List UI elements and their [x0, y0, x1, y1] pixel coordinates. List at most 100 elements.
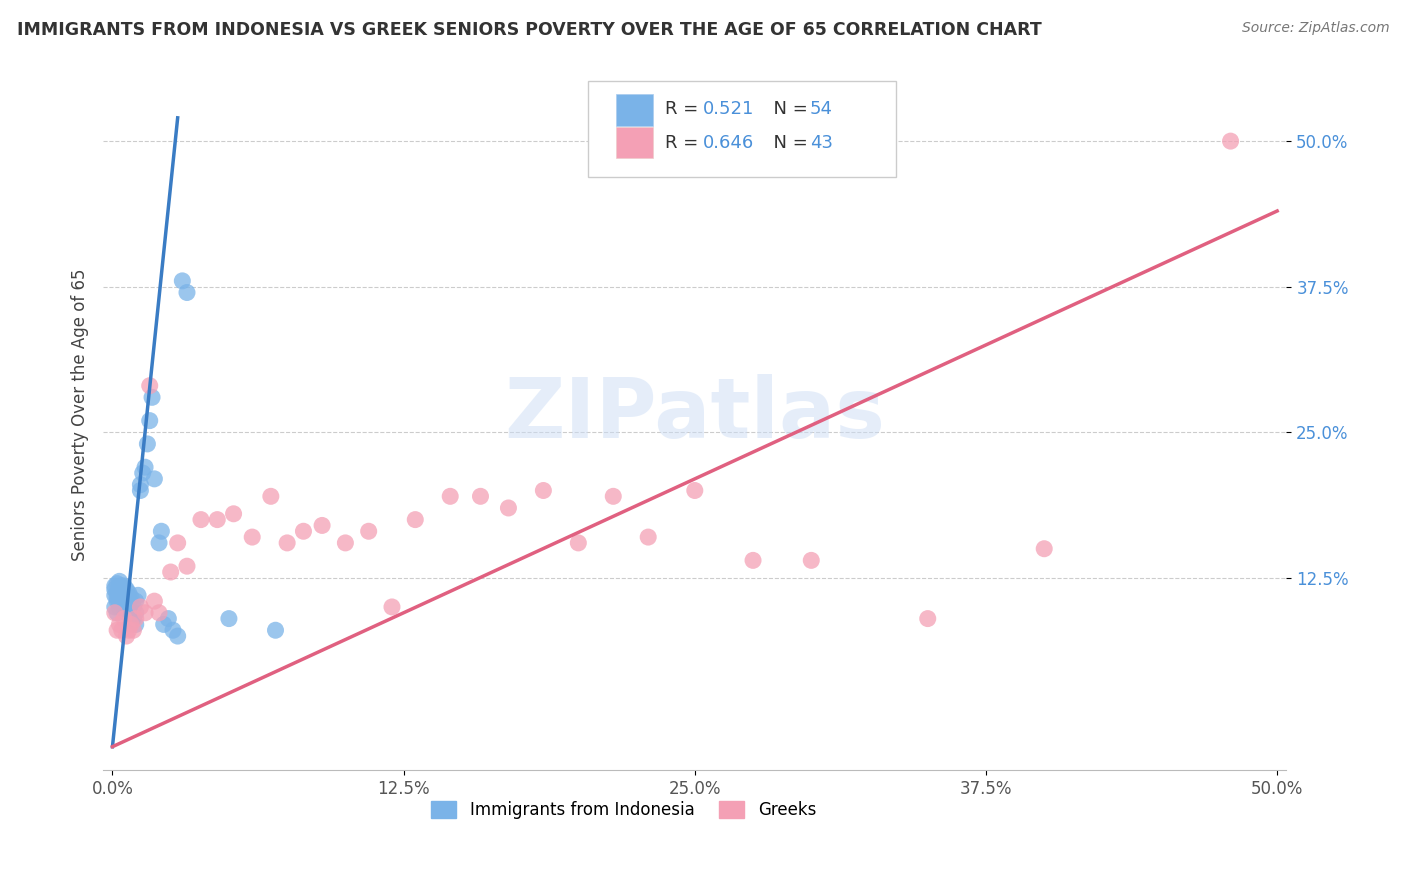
- Point: [800, 553, 823, 567]
- Point: [357, 524, 380, 539]
- Point: [138, 414, 160, 428]
- Point: [742, 553, 765, 567]
- Point: [118, 599, 141, 614]
- Point: [176, 285, 198, 300]
- Legend: Immigrants from Indonesia, Greeks: Immigrants from Indonesia, Greeks: [425, 794, 823, 826]
- Point: [105, 594, 128, 608]
- Point: [166, 629, 188, 643]
- Text: 0.646: 0.646: [703, 134, 755, 152]
- Point: [335, 536, 357, 550]
- Point: [108, 599, 131, 614]
- Point: [134, 460, 156, 475]
- Point: [111, 582, 134, 597]
- Text: R =: R =: [665, 134, 704, 152]
- Point: [122, 599, 145, 614]
- Point: [276, 536, 298, 550]
- Point: [132, 466, 155, 480]
- Point: [637, 530, 659, 544]
- Point: [115, 606, 138, 620]
- Point: [218, 611, 240, 625]
- Point: [125, 606, 148, 620]
- Point: [120, 591, 142, 605]
- FancyBboxPatch shape: [588, 81, 896, 177]
- FancyBboxPatch shape: [616, 127, 654, 159]
- Point: [148, 536, 170, 550]
- Point: [141, 390, 163, 404]
- Point: [311, 518, 333, 533]
- Text: 43: 43: [810, 134, 832, 152]
- Point: [112, 591, 135, 605]
- Point: [439, 489, 461, 503]
- Y-axis label: Seniors Poverty Over the Age of 65: Seniors Poverty Over the Age of 65: [72, 268, 89, 561]
- Point: [498, 500, 520, 515]
- Point: [207, 513, 229, 527]
- Point: [138, 378, 160, 392]
- Point: [129, 477, 152, 491]
- Point: [105, 576, 128, 591]
- Point: [108, 591, 131, 605]
- Point: [162, 624, 184, 638]
- Point: [381, 599, 404, 614]
- Point: [166, 536, 188, 550]
- Point: [134, 606, 156, 620]
- Point: [125, 617, 148, 632]
- Text: Source: ZipAtlas.com: Source: ZipAtlas.com: [1241, 21, 1389, 35]
- Point: [292, 524, 315, 539]
- Point: [136, 437, 159, 451]
- Point: [143, 594, 166, 608]
- Point: [111, 624, 134, 638]
- Point: [115, 629, 138, 643]
- Point: [108, 586, 131, 600]
- Point: [104, 606, 127, 620]
- Text: 54: 54: [810, 100, 832, 118]
- Text: R =: R =: [665, 100, 704, 118]
- Point: [122, 611, 145, 625]
- Point: [112, 599, 135, 614]
- Point: [152, 617, 174, 632]
- Point: [683, 483, 706, 498]
- Point: [260, 489, 283, 503]
- Point: [112, 579, 135, 593]
- Point: [112, 611, 135, 625]
- Point: [129, 599, 152, 614]
- Point: [150, 524, 173, 539]
- Point: [148, 606, 170, 620]
- Point: [118, 586, 141, 600]
- Point: [1033, 541, 1056, 556]
- Point: [470, 489, 492, 503]
- Point: [104, 582, 127, 597]
- Point: [104, 599, 127, 614]
- Text: IMMIGRANTS FROM INDONESIA VS GREEK SENIORS POVERTY OVER THE AGE OF 65 CORRELATIO: IMMIGRANTS FROM INDONESIA VS GREEK SENIO…: [17, 21, 1042, 38]
- Point: [127, 588, 149, 602]
- Point: [240, 530, 263, 544]
- Point: [125, 611, 148, 625]
- Point: [112, 586, 135, 600]
- Point: [159, 565, 181, 579]
- Point: [404, 513, 426, 527]
- Point: [115, 594, 138, 608]
- Point: [111, 588, 134, 602]
- Point: [190, 513, 212, 527]
- Point: [111, 594, 134, 608]
- Text: N =: N =: [762, 100, 814, 118]
- Point: [115, 582, 138, 597]
- Point: [105, 624, 128, 638]
- Point: [172, 274, 194, 288]
- Point: [222, 507, 245, 521]
- Point: [105, 586, 128, 600]
- Point: [531, 483, 554, 498]
- Point: [143, 472, 166, 486]
- Point: [104, 579, 127, 593]
- Point: [105, 606, 128, 620]
- Text: ZIPatlas: ZIPatlas: [505, 375, 886, 455]
- Point: [1219, 134, 1241, 148]
- Point: [111, 579, 134, 593]
- Point: [108, 617, 131, 632]
- Point: [917, 611, 939, 625]
- Point: [118, 591, 141, 605]
- Point: [129, 483, 152, 498]
- FancyBboxPatch shape: [616, 95, 654, 126]
- Point: [157, 611, 180, 625]
- Point: [118, 624, 141, 638]
- Point: [108, 579, 131, 593]
